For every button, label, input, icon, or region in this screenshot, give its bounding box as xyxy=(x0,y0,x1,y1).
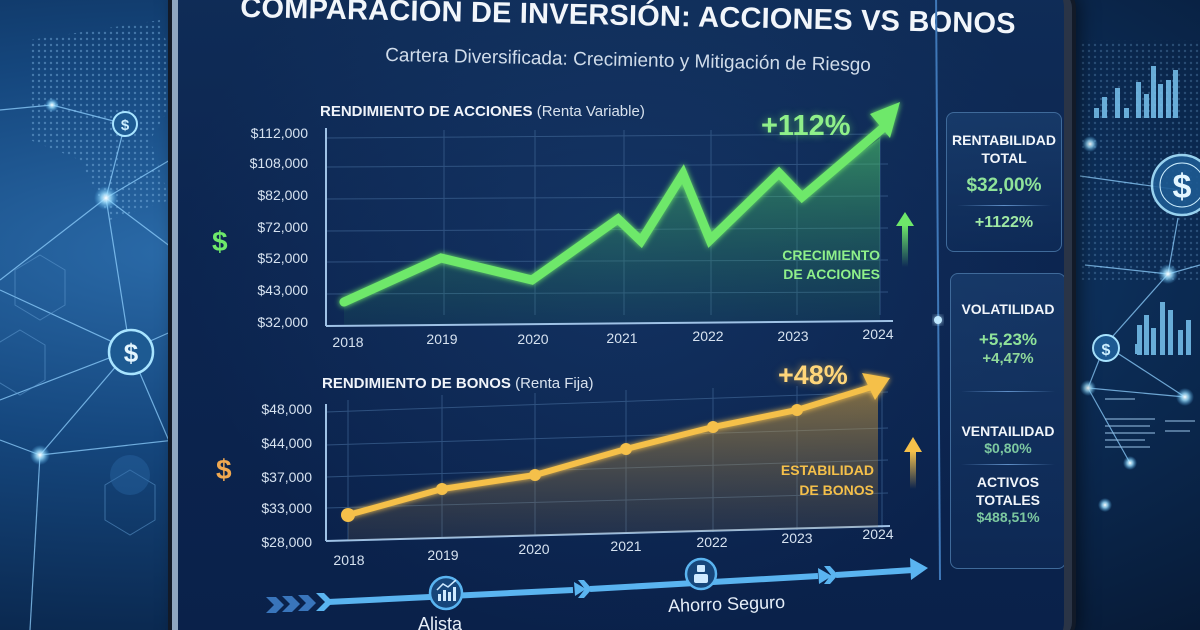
kpi-total-return-label: RENTABILIDAD xyxy=(952,132,1056,148)
stocks-annotation-line2: DE ACCIONES xyxy=(783,266,880,282)
bonds-annotation-line2: DE BONOS xyxy=(799,482,874,498)
monitor-screen: COMPARACIÓN DE INVERSIÓN: ACCIONES VS BO… xyxy=(172,0,1072,630)
svg-text:2018: 2018 xyxy=(332,334,363,350)
bonds-dollar-icon: $ xyxy=(216,454,232,485)
kpi-volatility-value-1: +5,23% xyxy=(978,330,1038,349)
dollar-node-icon: $ xyxy=(112,111,138,137)
stocks-up-arrow-icon xyxy=(896,212,914,267)
bonds-chart-title-bold: RENDIMIENTO DE BONOS xyxy=(322,375,511,392)
kpi-assets-label: ACTIVOS xyxy=(976,474,1040,490)
svg-text:2023: 2023 xyxy=(781,530,812,546)
timeline-label-2: Ahorro Seguro xyxy=(667,591,786,617)
stocks-gain-badge: +112% xyxy=(761,110,851,142)
svg-text:2024: 2024 xyxy=(862,526,893,542)
svg-text:$48,000: $48,000 xyxy=(261,401,312,417)
stocks-chart-title: RENDIMIENTO DE ACCIONES (Renta Variable) xyxy=(320,103,645,120)
svg-text:$28,000: $28,000 xyxy=(261,534,312,550)
svg-text:$44,000: $44,000 xyxy=(261,435,312,451)
svg-text:2019: 2019 xyxy=(427,547,458,563)
bonds-chart-title: RENDIMIENTO DE BONOS (Renta Fija) xyxy=(322,375,593,392)
stocks-annotation: CRECIMIENTO DE ACCIONES xyxy=(740,246,880,284)
svg-text:$37,000: $37,000 xyxy=(261,469,312,485)
bonds-chart-title-paren: (Renta Fija) xyxy=(515,375,594,392)
svg-text:$82,000: $82,000 xyxy=(257,187,308,203)
svg-text:$32,000: $32,000 xyxy=(257,314,308,330)
kpi-volatility-value-2: +4,47% xyxy=(982,350,1034,367)
svg-text:$: $ xyxy=(121,117,130,134)
dollar-node-icon: $ xyxy=(107,328,155,376)
svg-text:$112,000: $112,000 xyxy=(251,125,309,141)
kpi-total-return-label-2: TOTAL xyxy=(981,150,1027,166)
bonds-annotation-line1: ESTABILIDAD xyxy=(780,462,874,478)
kpi-total-return-card: RENTABILIDAD TOTAL $32,00% +1122% xyxy=(946,112,1062,252)
kpi-ventility-value: $0,80% xyxy=(984,440,1032,456)
kpi-assets-label-2: TOTALES xyxy=(975,492,1041,508)
stocks-chart-title-bold: RENDIMIENTO DE ACCIONES xyxy=(320,103,533,120)
stocks-chart-title-paren: (Renta Variable) xyxy=(536,103,645,120)
svg-text:2019: 2019 xyxy=(426,331,457,347)
stocks-chart: $112,000 $108,000 $82,000 $72,000 $52,00… xyxy=(250,0,942,613)
bonds-x-axis: 2018 2019 2020 2021 2022 2023 2024 xyxy=(333,526,893,568)
bar-chart-decoration xyxy=(1094,66,1191,355)
kpi-volatility-label: VOLATILIDAD xyxy=(961,301,1055,317)
svg-text:$: $ xyxy=(1102,342,1111,359)
svg-text:$33,000: $33,000 xyxy=(261,500,312,516)
kpi-total-return-change: +1122% xyxy=(974,214,1034,231)
svg-text:$72,000: $72,000 xyxy=(257,219,308,235)
bonds-annotation: ESTABILIDAD DE BONOS xyxy=(734,460,874,500)
svg-text:2018: 2018 xyxy=(333,552,364,568)
svg-text:$: $ xyxy=(124,338,139,368)
svg-text:2020: 2020 xyxy=(518,541,549,557)
bonds-y-axis: $48,000 $44,000 $37,000 $33,000 $28,000 xyxy=(261,401,312,550)
timeline xyxy=(266,558,928,613)
stocks-x-axis: 2018 2019 2020 2021 2022 2023 2024 xyxy=(332,326,893,350)
bonds-up-arrow-icon xyxy=(904,437,922,489)
svg-text:$43,000: $43,000 xyxy=(257,282,308,298)
svg-text:2023: 2023 xyxy=(777,328,808,344)
svg-text:2024: 2024 xyxy=(862,326,893,342)
svg-text:2021: 2021 xyxy=(610,538,641,554)
dollar-node-icon: $ xyxy=(1092,334,1120,362)
bonds-gain-badge: +48% xyxy=(778,360,848,390)
kpi-assets-value: $488,51% xyxy=(976,509,1040,525)
stocks-y-axis: $112,000 $108,000 $82,000 $72,000 $52,00… xyxy=(250,125,309,330)
dollar-node-icon: $ xyxy=(1150,153,1200,217)
kpi-ventility-label: VENTAILIDAD xyxy=(961,423,1055,439)
svg-text:$: $ xyxy=(1173,168,1192,206)
kpi-total-return-value: $32,00% xyxy=(966,175,1042,196)
timeline-label-1: Alista xyxy=(418,614,463,630)
svg-text:$108,000: $108,000 xyxy=(250,155,309,171)
kpi-risk-card: VOLATILIDAD +5,23% +4,47% VENTAILIDAD $0… xyxy=(950,273,1064,569)
svg-text:2022: 2022 xyxy=(696,534,727,550)
svg-text:$52,000: $52,000 xyxy=(257,250,308,266)
savings-icon xyxy=(684,557,718,591)
svg-text:2022: 2022 xyxy=(692,328,723,344)
stocks-dollar-icon: $ xyxy=(212,226,228,257)
stocks-annotation-line1: CRECIMIENTO xyxy=(782,247,880,263)
growth-chart-icon xyxy=(428,575,464,611)
svg-text:2021: 2021 xyxy=(606,330,637,346)
svg-text:2020: 2020 xyxy=(517,331,548,347)
